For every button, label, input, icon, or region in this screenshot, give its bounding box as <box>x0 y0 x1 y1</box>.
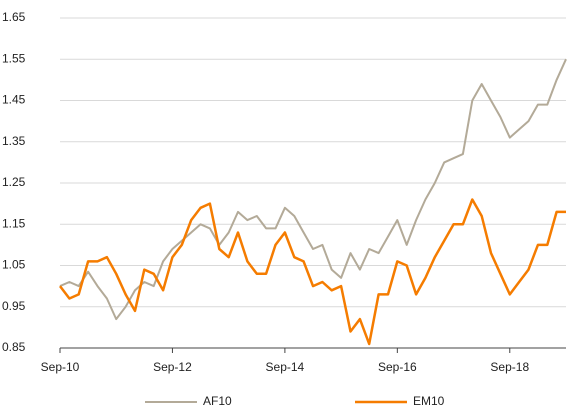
x-tick-label: Sep-16 <box>378 360 417 374</box>
series-line <box>59 58 567 321</box>
series-line <box>59 198 566 346</box>
legend-label: EM10 <box>413 394 445 408</box>
y-tick-label: 1.65 <box>2 10 26 24</box>
x-tick-label: Sep-18 <box>490 360 529 374</box>
y-tick-label: 1.45 <box>2 93 26 107</box>
y-tick-label: 0.95 <box>2 299 26 313</box>
x-tick-label: Sep-14 <box>266 360 305 374</box>
y-tick-label: 1.55 <box>2 51 26 65</box>
y-tick-label: 1.05 <box>2 258 26 272</box>
x-tick-label: Sep-12 <box>153 360 192 374</box>
x-tick-label: Sep-10 <box>41 360 80 374</box>
y-tick-label: 1.35 <box>2 134 26 148</box>
y-tick-label: 1.15 <box>2 216 26 230</box>
y-tick-label: 1.25 <box>2 175 26 189</box>
legend-label: AF10 <box>203 394 232 408</box>
y-tick-label: 0.85 <box>2 340 26 354</box>
